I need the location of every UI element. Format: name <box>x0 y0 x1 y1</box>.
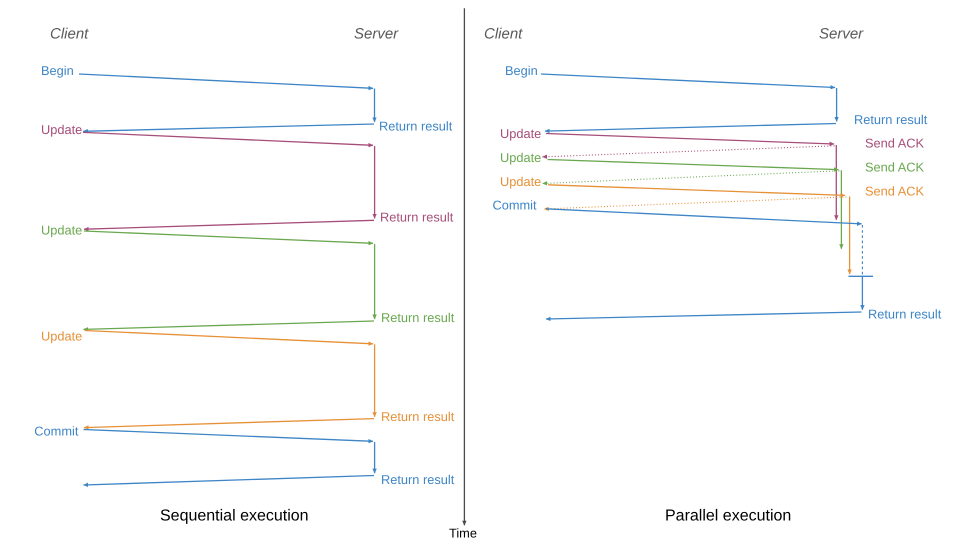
svg-text:Commit: Commit <box>493 198 538 213</box>
svg-text:Update: Update <box>41 223 82 238</box>
svg-text:Update: Update <box>500 174 541 189</box>
svg-text:Server: Server <box>354 26 399 43</box>
svg-text:Server: Server <box>819 26 864 43</box>
svg-text:Update: Update <box>500 150 541 165</box>
svg-text:Sequential execution: Sequential execution <box>160 508 309 525</box>
svg-text:Update: Update <box>500 126 541 141</box>
svg-text:Return result: Return result <box>381 310 455 325</box>
svg-text:Commit: Commit <box>34 424 79 439</box>
svg-text:Client: Client <box>50 26 89 43</box>
svg-text:Return result: Return result <box>868 307 942 322</box>
svg-text:Return result: Return result <box>380 210 454 225</box>
svg-text:Update: Update <box>41 329 82 344</box>
svg-text:Time: Time <box>449 525 477 540</box>
svg-text:Return result: Return result <box>381 472 455 487</box>
svg-text:Client: Client <box>484 26 523 43</box>
svg-text:Send ACK: Send ACK <box>865 184 925 199</box>
svg-text:Return result: Return result <box>379 119 453 134</box>
svg-text:Return result: Return result <box>381 409 455 424</box>
svg-text:Begin: Begin <box>505 63 538 78</box>
svg-text:Begin: Begin <box>41 63 74 78</box>
svg-text:Parallel execution: Parallel execution <box>665 508 791 525</box>
svg-text:Return result: Return result <box>854 112 928 127</box>
svg-text:Send ACK: Send ACK <box>865 136 925 151</box>
svg-text:Send ACK: Send ACK <box>865 160 925 175</box>
svg-text:Update: Update <box>41 122 82 137</box>
